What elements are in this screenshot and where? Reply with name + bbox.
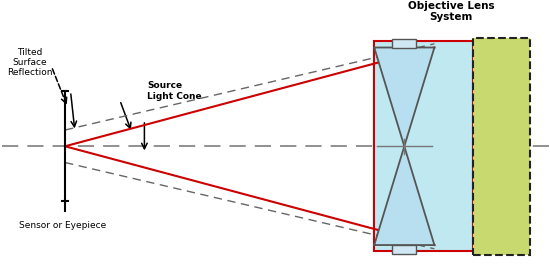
Text: Sensor or Eyepiece: Sensor or Eyepiece xyxy=(19,221,106,230)
Text: Objective Lens
System: Objective Lens System xyxy=(408,1,494,23)
Polygon shape xyxy=(374,48,434,245)
Bar xyxy=(472,38,530,255)
Text: Tilted
Surface
Reflection: Tilted Surface Reflection xyxy=(7,48,52,77)
Bar xyxy=(374,41,472,251)
Bar xyxy=(392,39,416,48)
Text: Source
Light Cone: Source Light Cone xyxy=(147,81,202,101)
Bar xyxy=(392,245,416,254)
